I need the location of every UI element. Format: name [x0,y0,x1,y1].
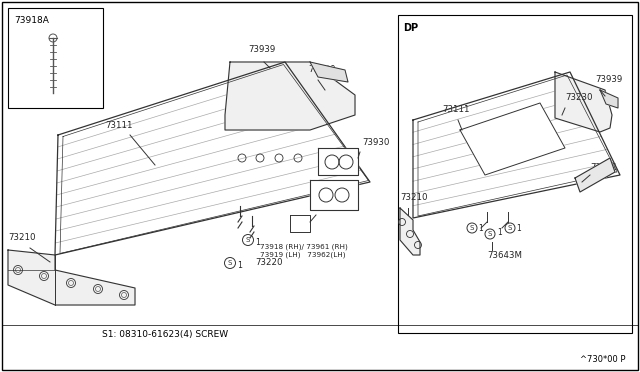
Polygon shape [310,180,358,210]
Text: 1: 1 [255,237,260,247]
Polygon shape [55,62,370,255]
Text: 73939: 73939 [595,75,622,84]
Polygon shape [225,62,355,130]
Polygon shape [460,103,565,175]
Text: 73221: 73221 [590,163,618,172]
Polygon shape [8,250,135,305]
Polygon shape [555,72,612,132]
Text: S: S [470,225,474,231]
Text: 1: 1 [237,260,242,269]
Polygon shape [413,72,620,218]
Text: 73111: 73111 [105,121,132,130]
Text: 73230: 73230 [565,93,593,102]
Text: S1: 08310-61623(4) SCREW: S1: 08310-61623(4) SCREW [102,330,228,340]
Text: DP: DP [403,23,418,33]
Polygon shape [400,208,420,255]
Polygon shape [600,90,618,108]
Text: 1: 1 [478,224,483,232]
Bar [8,8,103,108]
Text: 73221: 73221 [316,201,344,210]
Text: ^730*00 P: ^730*00 P [579,356,625,365]
Polygon shape [575,158,615,192]
Polygon shape [318,148,358,175]
Text: 73918 (RH)/ 73961 (RH): 73918 (RH)/ 73961 (RH) [260,243,348,250]
Text: 73210: 73210 [400,193,428,202]
Polygon shape [310,62,348,82]
Text: 73210: 73210 [8,233,35,242]
Bar [398,15,632,333]
Text: 73230: 73230 [308,65,335,74]
Text: 73939: 73939 [248,45,275,54]
Polygon shape [290,215,310,232]
Text: S: S [228,260,232,266]
Text: 73111: 73111 [442,105,470,114]
Text: 1: 1 [516,224,521,232]
Text: 73919 (LH)   73962(LH): 73919 (LH) 73962(LH) [260,252,346,259]
Text: S: S [488,231,492,237]
Text: 73918A: 73918A [14,16,49,25]
Text: 73220: 73220 [255,258,282,267]
Text: 73643M: 73643M [487,251,522,260]
Text: 1: 1 [497,228,502,237]
Text: 73930: 73930 [362,138,389,147]
Text: S: S [508,225,512,231]
Text: S: S [246,237,250,243]
